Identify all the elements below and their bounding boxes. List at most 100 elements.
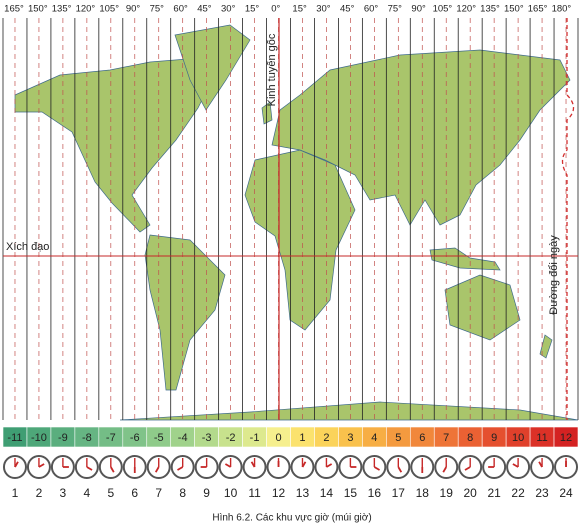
time-zone-label: 4 bbox=[371, 432, 377, 444]
clock-number: 13 bbox=[296, 486, 310, 500]
greenland bbox=[174, 24, 251, 111]
clock-number: 15 bbox=[344, 486, 358, 500]
clock-number: 19 bbox=[440, 486, 454, 500]
time-zone-label: 3 bbox=[347, 432, 353, 444]
longitude-label: 0° bbox=[271, 4, 280, 15]
time-zone-cell bbox=[553, 426, 579, 448]
time-zone-label: 6 bbox=[419, 432, 425, 444]
clock-number: 18 bbox=[416, 486, 430, 500]
longitude-label: 45° bbox=[340, 4, 355, 15]
time-zone-label: -4 bbox=[178, 432, 188, 444]
longitude-label: 45° bbox=[197, 4, 212, 15]
clock-number: 16 bbox=[368, 486, 382, 500]
time-zone-label: -6 bbox=[130, 432, 140, 444]
time-zone-label: 1 bbox=[299, 432, 305, 444]
time-zone-label: -10 bbox=[31, 432, 47, 444]
clock-hour-hand bbox=[38, 463, 45, 468]
clock-number: 5 bbox=[107, 486, 114, 500]
longitude-label: 135° bbox=[480, 4, 500, 15]
longitude-label: 105° bbox=[433, 4, 453, 15]
clock-number: 2 bbox=[36, 486, 43, 500]
date-line bbox=[561, 18, 575, 420]
clock-hour-hand bbox=[464, 466, 471, 471]
clock-number: 4 bbox=[84, 486, 91, 500]
longitude-label: 90° bbox=[126, 4, 141, 15]
longitude-label: 90° bbox=[411, 4, 426, 15]
longitude-label: 150° bbox=[504, 4, 524, 15]
map bbox=[14, 24, 579, 421]
caption: Hình 6.2. Các khu vực giờ (múi giờ) bbox=[212, 513, 371, 524]
time-zone-label: -3 bbox=[202, 432, 212, 444]
clock-number: 10 bbox=[224, 486, 238, 500]
longitude-label: 105° bbox=[99, 4, 119, 15]
equator-label: Xích đạo bbox=[6, 241, 49, 253]
longitude-label: 120° bbox=[456, 4, 476, 15]
clock-number: 24 bbox=[559, 486, 573, 500]
clock-number: 12 bbox=[272, 486, 286, 500]
clock-hour-hand bbox=[442, 466, 448, 473]
longitude-label: 15° bbox=[245, 4, 260, 15]
clock-hour-hand bbox=[86, 466, 93, 471]
longitude-label: 30° bbox=[221, 4, 236, 15]
longitude-label: 75° bbox=[150, 4, 165, 15]
time-zone-label: -7 bbox=[106, 432, 116, 444]
clock-hour-hand bbox=[110, 466, 115, 473]
time-zone-label: -11 bbox=[7, 432, 22, 444]
clock-hour-hand bbox=[325, 463, 333, 468]
clock-number: 22 bbox=[511, 486, 525, 500]
time-zone-label: -2 bbox=[226, 432, 236, 444]
british-isles bbox=[261, 101, 273, 125]
longitude-label: 165° bbox=[4, 4, 24, 15]
longitude-label: 120° bbox=[76, 4, 96, 15]
new-zealand bbox=[539, 334, 553, 359]
clock-hour-hand bbox=[373, 466, 381, 471]
time-zone-label: 11 bbox=[536, 432, 547, 444]
clock-number: 17 bbox=[392, 486, 406, 500]
time-zone-label: 7 bbox=[443, 432, 449, 444]
longitude-label: 165° bbox=[528, 4, 548, 15]
longitude-label: 75° bbox=[388, 4, 403, 15]
clock-number: 8 bbox=[179, 486, 186, 500]
longitude-label: 15° bbox=[292, 4, 307, 15]
clock-number: 23 bbox=[535, 486, 549, 500]
clock-hour-hand bbox=[397, 466, 403, 473]
time-zone-label: 12 bbox=[560, 432, 572, 444]
time-zone-label: -8 bbox=[82, 432, 92, 444]
time-zone-label: 8 bbox=[467, 432, 473, 444]
longitude-label: 135° bbox=[52, 4, 72, 15]
time-zone-label: 2 bbox=[323, 432, 329, 444]
clock-number: 20 bbox=[464, 486, 478, 500]
north-america bbox=[14, 57, 213, 233]
time-zone-label: 10 bbox=[512, 432, 524, 444]
south-america bbox=[144, 234, 226, 391]
prime-meridian-label: Kinh tuyến gốc bbox=[266, 33, 278, 106]
indonesia bbox=[429, 247, 501, 271]
time-zone-label: -1 bbox=[250, 432, 260, 444]
clock-hour-hand bbox=[512, 463, 519, 468]
meridians bbox=[2, 18, 579, 420]
time-zone-label: 9 bbox=[491, 432, 497, 444]
clock-number: 14 bbox=[320, 486, 334, 500]
longitude-label: 180° bbox=[552, 4, 572, 15]
clock-number: 6 bbox=[131, 486, 138, 500]
clock-number: 9 bbox=[203, 486, 210, 500]
clock-hour-hand bbox=[224, 463, 232, 468]
time-zone-label: 0 bbox=[275, 432, 281, 444]
clock-number: 21 bbox=[487, 486, 501, 500]
longitude-label: 30° bbox=[316, 4, 331, 15]
clock-number: 11 bbox=[248, 486, 261, 500]
time-zone-label: 5 bbox=[395, 432, 401, 444]
time-zone-label: -5 bbox=[154, 432, 164, 444]
time-zone-label: -9 bbox=[58, 432, 68, 444]
longitude-label: 60° bbox=[364, 4, 379, 15]
antarctica bbox=[119, 401, 579, 421]
clock-number: 3 bbox=[60, 486, 67, 500]
clock-hour-hand bbox=[177, 466, 184, 471]
longitude-label: 60° bbox=[173, 4, 188, 15]
clock-hour-hand bbox=[154, 466, 160, 473]
clock-number: 1 bbox=[12, 486, 19, 500]
date-line-label: Đường đổi ngày bbox=[548, 235, 560, 315]
longitude-label: 150° bbox=[28, 4, 48, 15]
clock-number: 7 bbox=[155, 486, 162, 500]
